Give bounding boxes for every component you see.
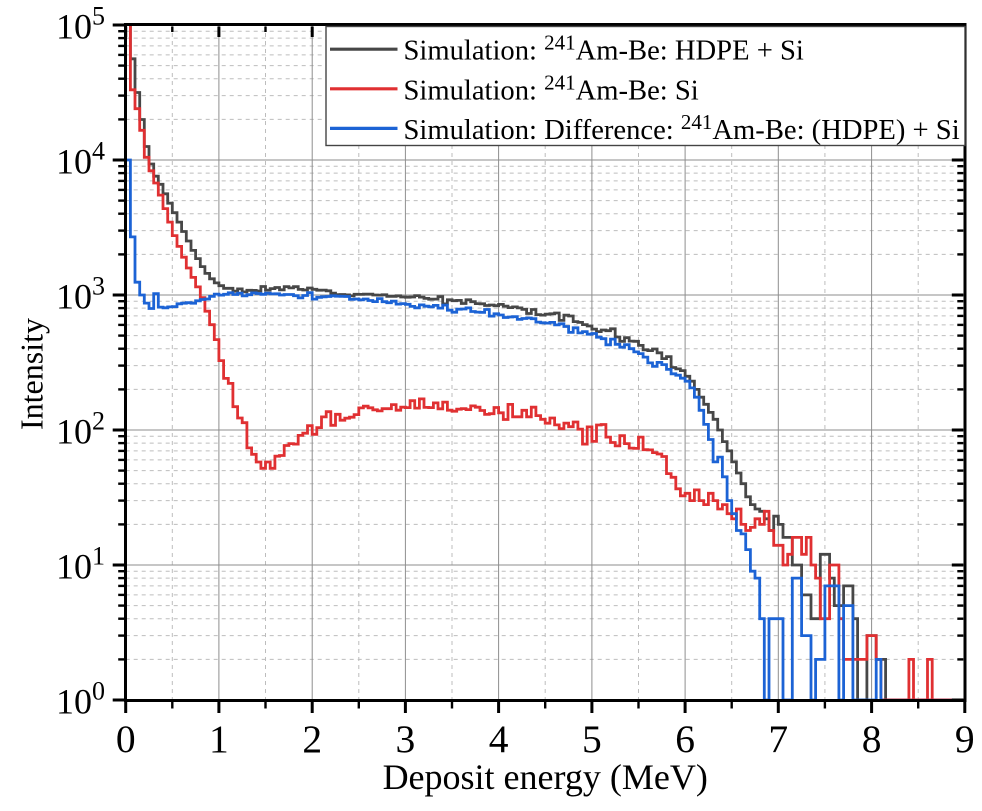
- svg-text:Simulation: 241Am-Be: HDPE + S: Simulation: 241Am-Be: HDPE + Si: [404, 31, 804, 67]
- svg-text:101: 101: [56, 542, 105, 587]
- svg-text:Intensity: Intensity: [14, 318, 50, 430]
- svg-text:1: 1: [209, 717, 229, 761]
- svg-text:Deposit energy (MeV): Deposit energy (MeV): [383, 757, 708, 797]
- svg-text:0: 0: [116, 717, 136, 761]
- svg-text:8: 8: [862, 717, 882, 761]
- svg-text:4: 4: [489, 717, 509, 761]
- svg-text:3: 3: [396, 717, 416, 761]
- svg-text:7: 7: [768, 717, 788, 761]
- svg-text:2: 2: [302, 717, 322, 761]
- svg-text:5: 5: [582, 717, 602, 761]
- svg-text:6: 6: [675, 717, 695, 761]
- svg-text:9: 9: [955, 717, 975, 761]
